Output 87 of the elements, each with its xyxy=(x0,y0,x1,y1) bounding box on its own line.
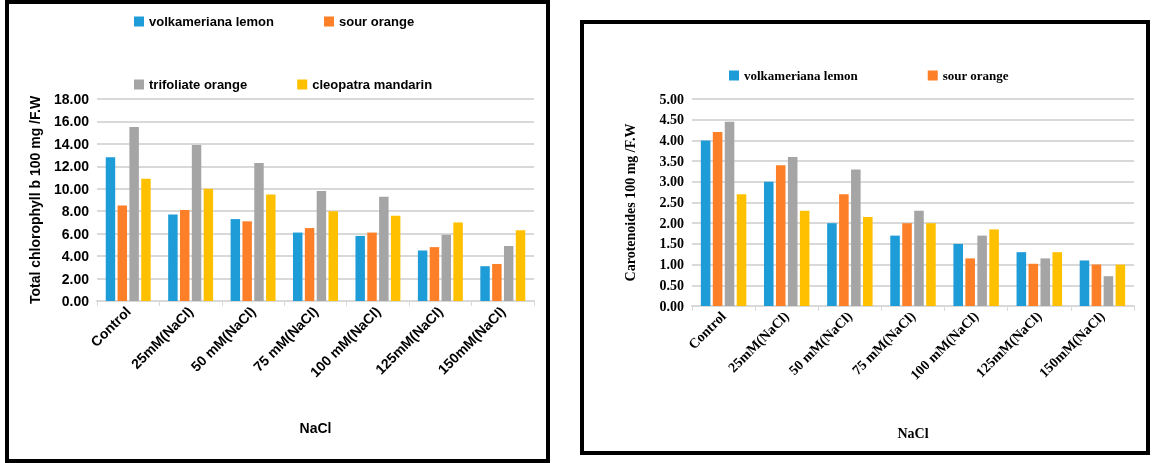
bar xyxy=(129,127,139,301)
bar xyxy=(989,229,999,306)
bar xyxy=(203,188,214,301)
y-axis-title: Total chlorophyll b 100 mg /F.W xyxy=(27,95,43,305)
bar xyxy=(168,214,178,301)
x-axis-title: NaCl xyxy=(299,420,332,436)
bar xyxy=(977,235,987,306)
bar xyxy=(117,205,128,301)
bar xyxy=(453,222,463,301)
y-tick-label: 12.00 xyxy=(53,158,90,175)
bar xyxy=(914,210,924,306)
y-tick-label: 3.50 xyxy=(659,153,684,169)
bar xyxy=(293,232,303,301)
legend-label: sour orange xyxy=(942,68,1009,83)
y-tick-label: 0.00 xyxy=(659,298,684,314)
bar xyxy=(492,263,502,301)
bar xyxy=(827,223,837,306)
y-tick-label: 8.00 xyxy=(61,203,90,220)
bar xyxy=(763,181,774,306)
bar xyxy=(965,258,975,306)
bar xyxy=(839,194,849,306)
bar xyxy=(379,196,389,301)
y-tick-label: 2.00 xyxy=(659,215,684,231)
y-tick-label: 3.00 xyxy=(659,174,684,190)
bar xyxy=(191,145,202,301)
bar xyxy=(266,194,276,301)
bar xyxy=(141,178,151,301)
bar xyxy=(417,250,428,301)
legend-label: volkameriana lemon xyxy=(744,68,859,83)
bar xyxy=(441,234,451,301)
bar xyxy=(775,165,786,306)
bar xyxy=(328,211,338,301)
y-tick-label: 0.00 xyxy=(61,293,90,309)
x-axis-title: NaCl xyxy=(897,425,929,441)
bar xyxy=(480,266,490,301)
bar xyxy=(953,243,963,306)
bar xyxy=(304,228,315,301)
y-axis-title: Carotenoides 100 mg /F.W xyxy=(622,123,638,282)
bar xyxy=(902,223,912,306)
bar xyxy=(851,169,861,306)
bar xyxy=(799,210,810,306)
y-tick-label: 2.00 xyxy=(61,270,90,287)
y-tick-label: 2.50 xyxy=(659,195,684,210)
bar xyxy=(1115,264,1126,306)
legend-label: trifoliate orange xyxy=(149,77,248,92)
bar xyxy=(515,230,526,301)
y-tick-label: 6.00 xyxy=(61,225,90,242)
y-tick-label: 14.00 xyxy=(53,135,90,152)
y-tick-label: 5.00 xyxy=(659,91,684,107)
bar xyxy=(926,223,936,306)
y-tick-label: 4.50 xyxy=(659,112,684,128)
bar xyxy=(863,216,873,306)
bar xyxy=(787,156,798,306)
bar xyxy=(355,235,365,301)
bar xyxy=(316,191,327,301)
bar xyxy=(503,246,514,301)
legend-label: sour orange xyxy=(339,14,415,29)
y-tick-label: 10.00 xyxy=(53,180,90,197)
bar xyxy=(712,132,723,306)
y-tick-label: 0.50 xyxy=(659,277,684,293)
y-tick-label: 4.00 xyxy=(61,248,90,265)
y-tick-label: 1.50 xyxy=(659,236,684,252)
y-tick-label: 4.00 xyxy=(659,132,684,148)
bar xyxy=(736,194,747,306)
legend-label: cleopatra mandarin xyxy=(312,77,433,92)
bar xyxy=(230,219,241,301)
y-tick-label: 16.00 xyxy=(53,113,90,130)
bar xyxy=(367,232,377,301)
bar xyxy=(890,235,900,306)
y-tick-label: 18.00 xyxy=(53,91,90,107)
bar xyxy=(1016,252,1027,306)
bar xyxy=(429,247,440,301)
y-tick-label: 1.00 xyxy=(659,257,684,273)
bar xyxy=(242,221,252,301)
bar xyxy=(390,215,401,301)
bar xyxy=(1103,276,1114,306)
bar xyxy=(254,162,264,301)
bar xyxy=(1052,252,1063,306)
bar xyxy=(105,157,116,301)
bar xyxy=(724,121,735,306)
legend-label: volkameriana lemon xyxy=(149,14,275,29)
bar xyxy=(1079,260,1090,306)
bar xyxy=(180,210,190,301)
bar xyxy=(700,140,711,306)
bar xyxy=(1028,263,1039,306)
bar xyxy=(1091,264,1102,306)
bar xyxy=(1040,258,1051,306)
